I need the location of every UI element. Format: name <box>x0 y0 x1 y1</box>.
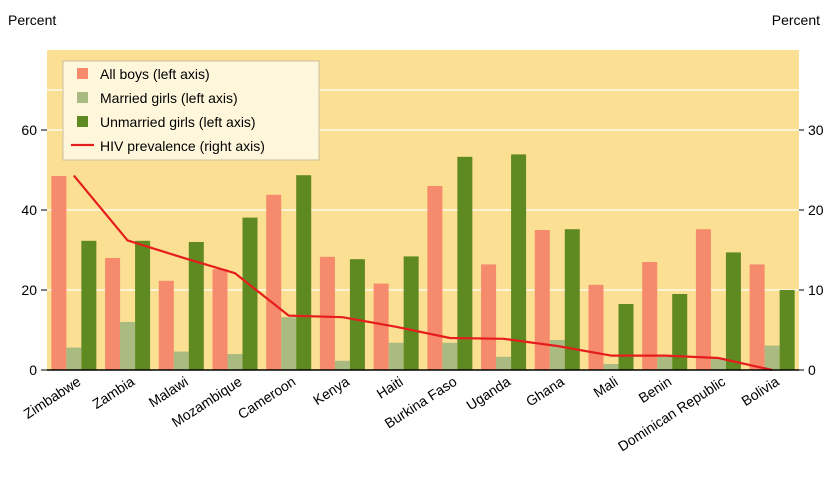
bar-married-girls <box>281 317 297 370</box>
legend: All boys (left axis) Married girls (left… <box>62 60 320 161</box>
bar-all-boys <box>319 256 335 370</box>
bar-married-girls <box>66 347 82 370</box>
bar-married-girls <box>710 358 726 370</box>
bar-unmarried-girls <box>618 304 634 370</box>
x-tick-label: Zimbabwe <box>21 373 84 422</box>
bar-all-boys <box>642 262 658 370</box>
left-tick-label: 60 <box>21 122 37 138</box>
legend-box <box>62 60 320 161</box>
x-tick-label: Uganda <box>463 373 513 413</box>
bar-married-girls <box>603 364 619 370</box>
x-tick-label: Malawi <box>146 373 191 410</box>
x-tick-label: Bolivia <box>738 373 781 409</box>
bar-all-boys <box>51 176 67 370</box>
bar-all-boys <box>695 229 711 370</box>
bar-unmarried-girls <box>672 294 688 370</box>
bar-unmarried-girls <box>511 154 527 370</box>
bar-unmarried-girls <box>188 242 204 370</box>
bar-unmarried-girls <box>457 156 473 370</box>
x-tick-label: Cameroon <box>235 373 299 422</box>
bar-all-boys <box>481 264 497 370</box>
x-tick-label: Benin <box>636 373 675 406</box>
y-ticks: 0 0 20 10 40 20 60 30 <box>21 122 823 378</box>
left-tick-label: 20 <box>21 282 37 298</box>
right-tick-label: 20 <box>808 202 824 218</box>
bar-unmarried-girls <box>242 217 258 370</box>
bar-married-girls <box>496 356 512 370</box>
bar-all-boys <box>534 230 550 370</box>
x-tick-label: Zambia <box>89 373 137 412</box>
right-tick-label: 10 <box>808 282 824 298</box>
bar-married-girls <box>764 345 780 370</box>
left-axis-label: Percent <box>8 12 56 28</box>
legend-swatch-all-boys <box>77 68 88 79</box>
bar-married-girls <box>120 322 136 370</box>
bar-all-boys <box>212 269 228 370</box>
bar-unmarried-girls <box>725 252 741 370</box>
bar-unmarried-girls <box>296 175 312 370</box>
right-axis-label: Percent <box>772 12 820 28</box>
legend-swatch-unmarried-girls <box>77 116 88 127</box>
x-tick-label: Mali <box>590 373 620 400</box>
bar-unmarried-girls <box>349 259 365 370</box>
bar-married-girls <box>227 354 243 370</box>
hiv-prevalence-line <box>73 174 773 372</box>
bar-all-boys <box>373 283 389 370</box>
bars <box>51 154 795 370</box>
bar-unmarried-girls <box>135 240 151 370</box>
legend-label-unmarried-girls: Unmarried girls (left axis) <box>100 114 256 130</box>
legend-label-all-boys: All boys (left axis) <box>100 66 210 82</box>
bar-all-boys <box>105 258 121 370</box>
bar-married-girls <box>388 342 404 370</box>
legend-label-married-girls: Married girls (left axis) <box>100 90 238 106</box>
left-tick-label: 0 <box>29 362 37 378</box>
bar-unmarried-girls <box>403 256 419 370</box>
bar-all-boys <box>427 186 443 370</box>
bar-all-boys <box>588 284 604 370</box>
bar-married-girls <box>173 351 189 370</box>
x-tick-label: Ghana <box>523 373 567 409</box>
bar-all-boys <box>749 264 765 370</box>
left-tick-label: 40 <box>21 202 37 218</box>
x-tick-label: Kenya <box>310 373 352 408</box>
legend-swatch-married-girls <box>77 92 88 103</box>
bar-unmarried-girls <box>81 240 97 370</box>
x-tick-label: Haiti <box>374 373 406 402</box>
right-tick-label: 30 <box>808 122 824 138</box>
bar-married-girls <box>442 342 458 370</box>
bar-unmarried-girls <box>564 229 580 370</box>
bar-married-girls <box>334 360 350 370</box>
bar-married-girls <box>657 356 673 370</box>
bar-unmarried-girls <box>779 290 795 370</box>
bar-all-boys <box>158 280 174 370</box>
bar-all-boys <box>266 194 282 370</box>
right-tick-label: 0 <box>808 362 816 378</box>
hiv-line-layer <box>73 174 773 372</box>
legend-label-hiv-prevalence: HIV prevalence (right axis) <box>100 138 265 154</box>
